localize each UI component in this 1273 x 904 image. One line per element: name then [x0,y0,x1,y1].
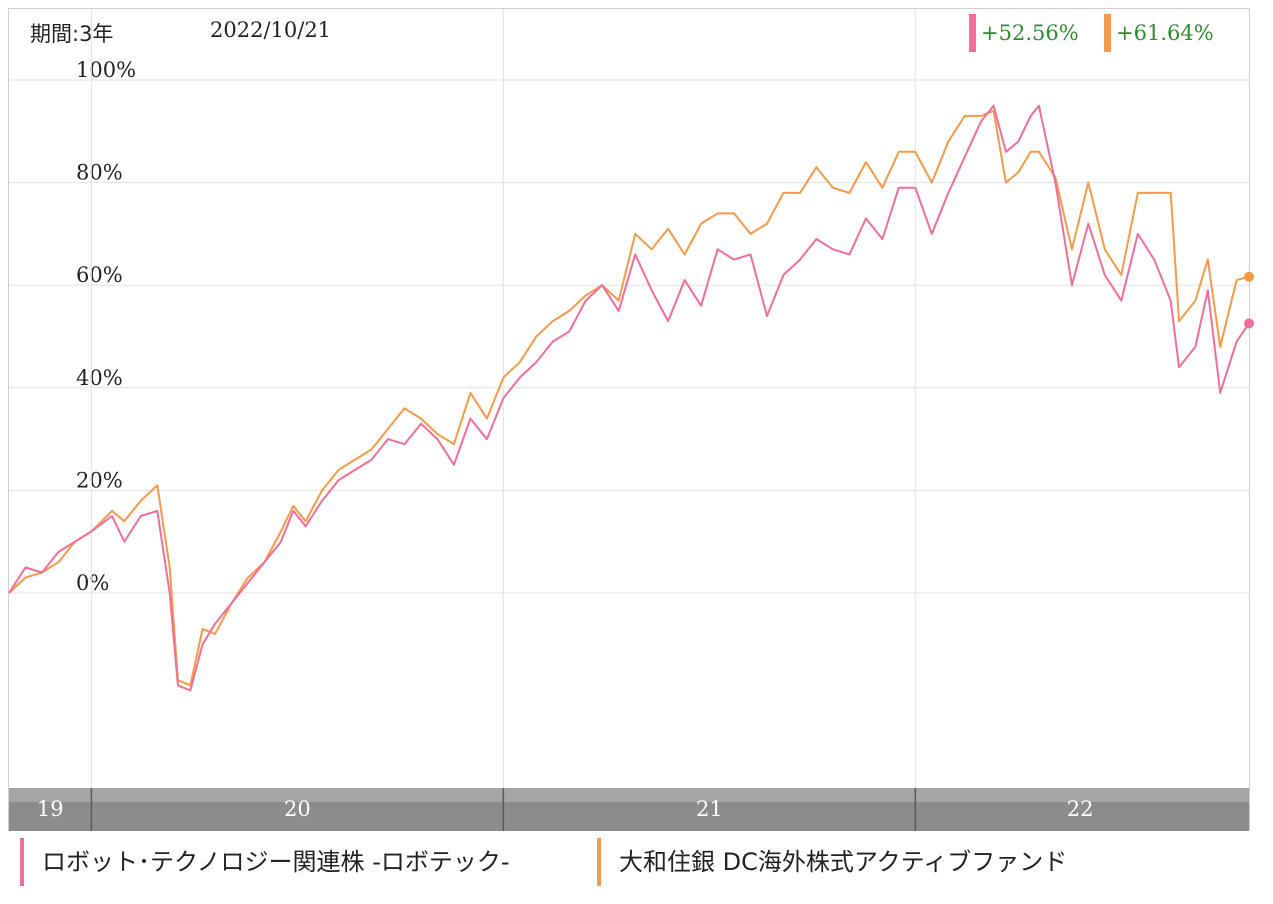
x-tick-label: 20 [284,797,311,821]
legend-swatch-robotech [20,838,24,886]
y-tick-label: 40% [76,366,123,390]
return-badge-robotech: +52.56% [969,14,1079,52]
period-label: 期間:3年 [30,22,114,46]
return-color-bar-robotech [969,14,976,52]
series-endpoint-1 [1244,271,1254,282]
series-line-1 [8,109,1250,687]
return-color-bar-dc-fund [1104,14,1111,52]
x-axis-band-highlight [9,788,1249,802]
y-tick-label: 60% [76,263,123,287]
x-tick-label: 21 [696,797,723,821]
period-date: 2022/10/21 [210,18,332,42]
y-tick-label: 100% [76,58,136,82]
chart-area [8,8,1250,831]
x-tick-label: 19 [37,797,64,821]
return-badge-dc-fund: +61.64% [1104,14,1214,52]
series-line-0 [8,104,1250,692]
legend-label-dc-fund: 大和住銀 DC海外株式アクティブファンド [619,848,1068,876]
legend-label-robotech: ロボット･テクノロジー関連株 -ロボテック- [42,848,510,876]
y-tick-label: 80% [76,161,123,185]
return-value-dc-fund: +61.64% [1116,21,1214,45]
return-value-robotech: +52.56% [981,21,1079,45]
legend-swatch-dc-fund [597,838,601,886]
y-tick-label: 0% [76,571,109,595]
legend-item-robotech: ロボット･テクノロジー関連株 -ロボテック- [20,838,510,886]
legend-item-dc-fund: 大和住銀 DC海外株式アクティブファンド [597,838,1067,886]
y-tick-label: 20% [76,468,123,492]
x-tick-label: 22 [1067,797,1094,821]
series-endpoint-0 [1244,318,1254,329]
